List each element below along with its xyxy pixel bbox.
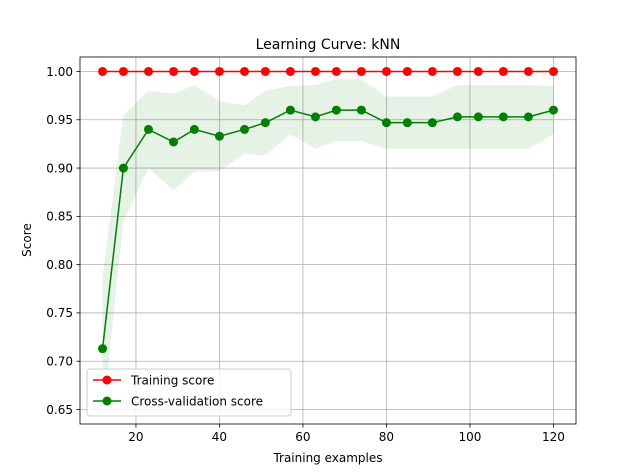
point-cross-validation-score [473,112,483,122]
legend-label-cross-validation: Cross-validation score [131,395,263,409]
point-training-score [169,66,179,76]
point-training-score [498,66,508,76]
point-cross-validation-score [143,124,153,134]
y-tick-label: 0.90 [46,161,73,175]
point-cross-validation-score [169,137,179,147]
point-training-score [331,66,341,76]
legend-entry-cross-validation: Cross-validation score [93,395,263,409]
point-cross-validation-score [189,124,199,134]
x-tick-label: 80 [379,430,394,444]
point-cross-validation-score [239,124,249,134]
plot-background [80,57,576,424]
x-tick-label: 40 [212,430,227,444]
point-training-score [310,66,320,76]
y-tick-label: 0.80 [46,258,73,272]
point-cross-validation-score [310,112,320,122]
point-training-score [98,66,108,76]
point-training-score [285,66,295,76]
point-cross-validation-score [523,112,533,122]
point-training-score [427,66,437,76]
axis-tick-labels: 20 40 60 80 100 120 0.65 0.70 0.75 0.80 0.85 0.90 0.… [46,65,565,444]
point-training-score [473,66,483,76]
point-training-score [143,66,153,76]
point-training-score [260,66,270,76]
point-cross-validation-score [498,112,508,122]
point-cross-validation-score [427,118,437,128]
y-tick-label: 0.95 [46,113,73,127]
x-tick-label: 100 [458,430,481,444]
point-training-score [189,66,199,76]
point-cross-validation-score [331,105,341,115]
point-training-score [523,66,533,76]
point-cross-validation-score [381,118,391,128]
point-training-score [452,66,462,76]
point-training-score [239,66,249,76]
point-cross-validation-score [356,105,366,115]
y-tick-label: 1.00 [46,65,73,79]
legend-marker-training [102,375,112,385]
legend: Training score Cross-validation score [86,368,292,417]
x-tick-label: 120 [542,430,565,444]
point-training-score [118,66,128,76]
point-cross-validation-score [214,131,224,141]
legend-label-training: Training score [130,374,214,388]
y-tick-label: 0.70 [46,355,73,369]
point-training-score [356,66,366,76]
y-axis-label: Score [20,223,34,257]
axis-ticks [76,71,554,428]
y-tick-label: 0.85 [46,210,73,224]
point-training-score [548,66,558,76]
point-cross-validation-score [285,105,295,115]
series-points [98,66,558,354]
y-tick-label: 0.65 [46,403,73,417]
point-cross-validation-score [548,105,558,115]
point-training-score [402,66,412,76]
score-bands [102,79,554,420]
axes-border [79,56,577,425]
point-training-score [381,66,391,76]
legend-box [86,368,292,417]
chart-title: Learning Curve: kNN [256,37,401,53]
legend-entry-training: Training score [93,374,214,388]
x-tick-label: 20 [128,430,143,444]
plot-area [80,57,576,424]
legend-marker-cross-validation [102,396,112,406]
x-tick-label: 60 [295,430,310,444]
point-cross-validation-score [260,118,270,128]
grid-lines [80,57,576,424]
band-cross-validation-score [102,79,554,420]
axes-frame [79,56,577,425]
y-tick-label: 0.75 [46,306,73,320]
point-training-score [214,66,224,76]
point-cross-validation-score [452,112,462,122]
point-cross-validation-score [402,118,412,128]
x-axis-label: Training examples [272,451,382,465]
point-cross-validation-score [98,344,108,354]
point-cross-validation-score [118,163,128,173]
